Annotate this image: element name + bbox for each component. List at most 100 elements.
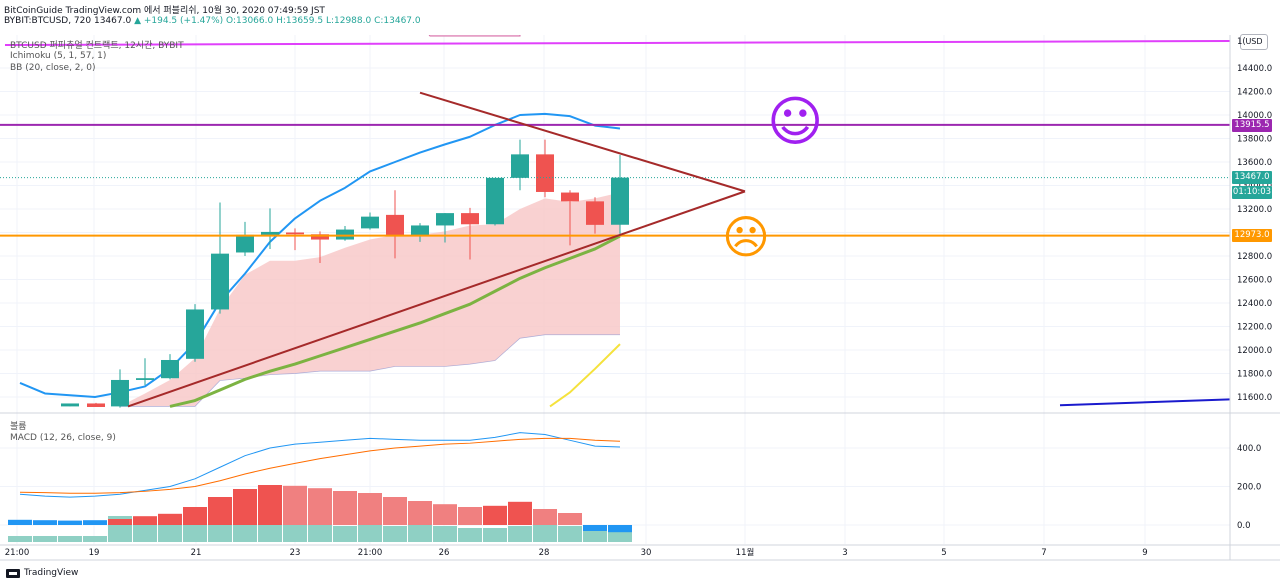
candle-body [611,177,629,225]
volume-bar [83,536,107,542]
time-tick-label: 7 [1041,548,1046,558]
time-tick-label: 30 [641,548,652,558]
time-tick-label: 21 [191,548,202,558]
macd-histogram-bar [183,507,207,525]
macd-histogram-bar [83,520,107,525]
candle-body [236,234,254,253]
volume-bar [358,524,382,542]
macd-histogram-bar [8,519,32,525]
volume-bar [58,536,82,542]
macd-histogram-bar [483,505,507,525]
time-tick-label: 23 [290,548,301,558]
macd-histogram-bar [458,507,482,525]
volume-bar [33,536,57,542]
candle-body [211,253,229,310]
candle-body [586,201,604,225]
tradingview-logo[interactable]: TradingView [6,568,78,578]
time-tick-label: 26 [439,548,450,558]
price-tick-label: 13800.0 [1237,135,1272,145]
candle-body [511,154,529,178]
macd-histogram-bar [58,520,82,525]
macd-histogram-bar [233,489,257,525]
candle-body [336,229,354,240]
publish-info: BitCoinGuide TradingView.com 에서 퍼블리쉬, 10… [4,6,325,16]
macd-line [19,432,621,498]
macd-histogram-bar [608,525,632,533]
macd-histogram-bar [333,491,357,525]
time-tick-label: 21:00 [5,548,30,558]
time-tick-label: 3 [842,548,847,558]
volume-bar [583,530,607,542]
candle-body [311,234,329,240]
change-value: ▲ +194.5 (+1.47%) [134,16,224,26]
candle-body [286,232,304,235]
macd-histogram-bar [108,519,132,525]
price-tick-label: 12400.0 [1237,299,1272,309]
volume-bar [183,520,207,542]
brand-name: TradingView [24,568,79,578]
happy-face-icon: ☺ [767,90,824,153]
price-tick-label: 14400.0 [1237,64,1272,74]
currency-button[interactable]: USD [1240,34,1268,50]
price-tick-label: 11600.0 [1237,393,1272,403]
candles [61,139,629,408]
volume-bar [533,524,557,542]
candle-body [561,192,579,202]
time-tick-label: 11월 [736,547,755,558]
time-tick-label: 5 [941,548,946,558]
macd-histogram-bar [583,525,607,531]
volume-bar [408,524,432,542]
volume-bar [258,520,282,542]
sad-face-icon: ☹ [722,210,770,264]
callout-box [428,35,521,37]
macd-histogram-bar [158,513,182,525]
symbol-info: BYBIT:BTCUSD, 720 13467.0 [4,16,132,26]
macd-histogram-bar [133,516,157,525]
candle-body [486,177,504,225]
candle-body [411,225,429,237]
volume-bar [8,536,32,542]
macd-histogram-bar [433,504,457,525]
triangle-upper-line [419,91,746,193]
bb-label[interactable]: BB (20, close, 2, 0) [10,63,96,73]
magenta-level-line [4,40,1231,46]
macd-label[interactable]: MACD (12, 26, close, 9) [10,433,116,443]
volume-bar [558,526,582,542]
blue-trend-line [1059,398,1230,407]
macd-histogram-bar [208,497,232,525]
candle-body [87,403,105,407]
macd-tick-label: 0.0 [1237,521,1251,531]
orange-level-label: 12973.0 [1232,229,1272,242]
macd-histogram-bar [33,520,57,525]
candle-body [386,214,404,237]
tradingview-icon [6,568,20,578]
volume-bar [233,522,257,542]
volume-bar [283,524,307,542]
ichimoku-label[interactable]: Ichimoku (5, 1, 57, 1) [10,51,107,61]
time-tick-label: 19 [89,548,100,558]
candle-body [261,231,279,235]
time-tick-label: 21:00 [358,548,383,558]
countdown-label: 01:10:03 [1232,186,1272,199]
candle-body [361,216,379,229]
macd-histogram-bar [533,509,557,525]
trend-drawings [127,35,1230,408]
volume-bar [433,526,457,542]
macd-histogram-bar [558,513,582,525]
candle-body [111,379,129,407]
candle-body [436,213,454,226]
time-tick-label: 28 [539,548,550,558]
macd-histogram-bar [383,497,407,525]
macd-pane [8,432,632,542]
volume-bar [158,522,182,542]
volume-label[interactable]: 볼륨 [10,422,27,432]
ichimoku-lagging-line [169,234,621,408]
price-tick-label: 13600.0 [1237,158,1272,168]
price-tick-top: 1( [1237,37,1246,47]
symbol-label: BTCUSD 퍼피츄얼 컨트랙트, 12시간, BYBIT [10,41,184,51]
macd-histogram-bar [508,501,532,525]
price-tick-label: 11800.0 [1237,370,1272,380]
volume-bar [308,522,332,542]
candle-body [536,154,554,192]
